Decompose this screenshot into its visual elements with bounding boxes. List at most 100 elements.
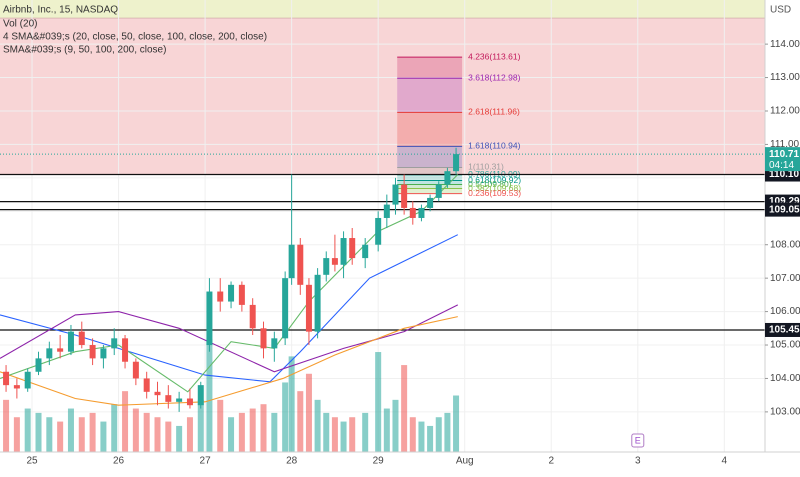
candle-body bbox=[305, 284, 312, 332]
volume-bar bbox=[375, 352, 382, 452]
event-marker bbox=[631, 433, 645, 448]
fib-label: 3.618(112.98) bbox=[468, 72, 520, 82]
candle-body bbox=[165, 395, 172, 402]
volume-bar bbox=[427, 425, 434, 452]
candle-body bbox=[100, 348, 107, 359]
volume-bar bbox=[409, 417, 416, 452]
last-price-label: 110.71 bbox=[769, 149, 799, 160]
y-tick-label: 104.00 bbox=[770, 373, 800, 384]
x-tick-label: 27 bbox=[200, 456, 212, 467]
fib-band bbox=[397, 112, 463, 147]
candle-body bbox=[383, 204, 390, 218]
fib-band bbox=[397, 188, 463, 194]
volume-bar bbox=[331, 417, 338, 452]
price-label: 105.45 bbox=[769, 325, 800, 336]
candle-body bbox=[67, 331, 74, 352]
candle-body bbox=[24, 371, 31, 389]
candle-body bbox=[323, 258, 330, 275]
fib-label: 0.382(109.68) bbox=[468, 183, 521, 193]
candle-body bbox=[143, 378, 150, 392]
y-tick-label: 111.00 bbox=[770, 139, 800, 150]
volume-bar bbox=[349, 417, 356, 452]
volume-bar bbox=[78, 417, 85, 452]
last-price-box bbox=[765, 147, 800, 172]
volume-bar bbox=[217, 399, 224, 452]
volume-bar bbox=[35, 412, 42, 452]
volume-bar bbox=[340, 421, 347, 452]
volume-bar bbox=[282, 382, 289, 452]
candle-body bbox=[35, 358, 42, 372]
volume-bar bbox=[186, 417, 193, 452]
fib-label: 2.618(111.96) bbox=[468, 107, 520, 117]
y-tick-label: 107.00 bbox=[770, 273, 800, 284]
fib-band bbox=[397, 174, 463, 181]
y-tick-label: 103.00 bbox=[770, 407, 800, 418]
x-tick-label: 26 bbox=[113, 456, 125, 467]
price-label: 109.05 bbox=[769, 204, 800, 215]
candle-body bbox=[409, 207, 416, 218]
candle-body bbox=[132, 361, 139, 379]
candle-body bbox=[349, 238, 356, 259]
volume-bar bbox=[143, 412, 150, 452]
fib-band bbox=[397, 180, 463, 185]
axes: 103.00 104.00 105.00 106.00 107.00 108.00 109.… bbox=[26, 39, 800, 467]
price-lines bbox=[0, 153, 765, 331]
volume-bar bbox=[46, 417, 53, 452]
candle-body bbox=[228, 284, 235, 302]
volume-bar bbox=[206, 339, 213, 452]
candle-body bbox=[122, 338, 129, 362]
candle-body bbox=[197, 385, 204, 406]
volume-bar bbox=[297, 391, 304, 452]
volume-bar bbox=[238, 412, 245, 452]
volume-bar bbox=[176, 425, 183, 452]
candle-body bbox=[260, 328, 267, 349]
volume-bar bbox=[323, 412, 330, 452]
candle-body bbox=[340, 238, 347, 265]
x-tick-label: Aug bbox=[456, 456, 474, 467]
volume-bar bbox=[132, 408, 139, 452]
volume-bar bbox=[3, 399, 10, 452]
zone bbox=[0, 0, 765, 19]
candle-body bbox=[176, 398, 183, 402]
fib-label: 0.236(109.53) bbox=[468, 188, 521, 198]
volume-bar bbox=[89, 412, 96, 452]
y-tick-label: 105.00 bbox=[770, 340, 800, 351]
legend-entry: 4 SMA&#039;s (20, close, 50, close, 100,… bbox=[3, 32, 267, 43]
volume-bar bbox=[362, 412, 369, 452]
candle-body bbox=[206, 291, 213, 346]
volume-bar bbox=[67, 408, 74, 452]
fib-band bbox=[397, 184, 463, 189]
y-tick-label: 108.00 bbox=[770, 239, 800, 250]
candle-body bbox=[453, 154, 460, 172]
volume-bar bbox=[24, 408, 31, 452]
fib-band bbox=[397, 146, 463, 168]
candle-body bbox=[314, 274, 321, 332]
fib-band bbox=[397, 78, 463, 113]
candle-body bbox=[249, 304, 256, 329]
volume-bar bbox=[249, 408, 256, 452]
volume-bar bbox=[13, 417, 20, 452]
volume-bar bbox=[453, 395, 460, 452]
candle-body bbox=[3, 371, 10, 386]
price-label-box bbox=[765, 322, 800, 337]
price-label: 109.29 bbox=[769, 196, 800, 207]
x-tick-label: 29 bbox=[373, 456, 385, 467]
volume-bar bbox=[401, 365, 408, 452]
candle-body bbox=[427, 197, 434, 208]
volume-bar bbox=[197, 399, 204, 452]
fib-band bbox=[397, 57, 463, 79]
candle-body bbox=[418, 207, 425, 218]
volume-bar bbox=[57, 421, 64, 452]
legend: Airbnb, Inc., 15, NASDAQ Vol (20) 4 SMA&… bbox=[3, 5, 267, 56]
candle-body bbox=[392, 184, 399, 205]
currency: USD bbox=[770, 5, 791, 16]
fib-label: 1(110.31) bbox=[468, 162, 504, 172]
candle-body bbox=[288, 244, 295, 279]
volume-bar bbox=[100, 421, 107, 452]
volume-bar bbox=[314, 399, 321, 452]
volume-bar bbox=[154, 417, 161, 452]
fib-label: 0.618(109.92) bbox=[468, 175, 521, 185]
y-tick-label: 114.00 bbox=[770, 39, 800, 50]
candle-body bbox=[89, 345, 96, 359]
volume-bar bbox=[418, 421, 425, 452]
